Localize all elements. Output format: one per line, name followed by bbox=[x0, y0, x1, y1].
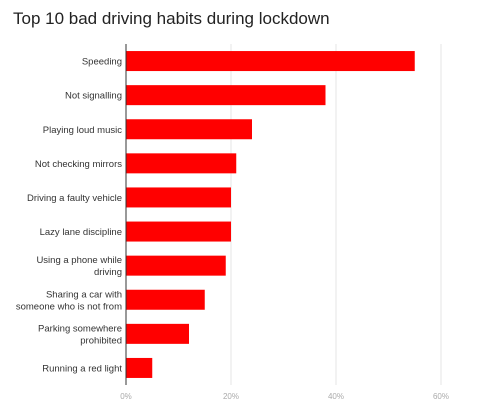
x-tick-label: 60% bbox=[433, 392, 449, 401]
category-label: Sharing a car with someone who is not fro… bbox=[16, 289, 122, 312]
category-label: Not checking mirrors bbox=[35, 159, 122, 170]
bar bbox=[126, 119, 252, 140]
bar bbox=[126, 221, 231, 242]
bar bbox=[126, 357, 153, 378]
category-label: Driving a faulty vehicle bbox=[27, 193, 122, 204]
bar bbox=[126, 255, 226, 276]
x-tick-label: 40% bbox=[328, 392, 344, 401]
category-label: Not signalling bbox=[65, 91, 122, 102]
x-tick-label: 20% bbox=[223, 392, 239, 401]
category-label: Parking somewhere prohibited bbox=[38, 323, 122, 346]
category-label: Running a red light bbox=[42, 363, 122, 374]
bar bbox=[126, 153, 237, 174]
category-label: Speeding bbox=[82, 57, 122, 68]
category-label: Playing loud music bbox=[43, 125, 122, 136]
bar bbox=[126, 289, 205, 310]
chart-title: Top 10 bad driving habits during lockdow… bbox=[13, 9, 330, 28]
category-label: Lazy lane discipline bbox=[40, 227, 122, 238]
category-labels: Speeding Not signalling Playing loud music… bbox=[16, 57, 122, 375]
bars bbox=[126, 51, 415, 378]
bar bbox=[126, 187, 231, 208]
bar bbox=[126, 323, 189, 344]
category-label: Using a phone while driving bbox=[36, 255, 122, 278]
x-tick-labels: 0% 20% 40% 60% bbox=[120, 392, 449, 401]
bar bbox=[126, 85, 326, 106]
x-tick-label: 0% bbox=[120, 392, 132, 401]
bar bbox=[126, 51, 415, 72]
